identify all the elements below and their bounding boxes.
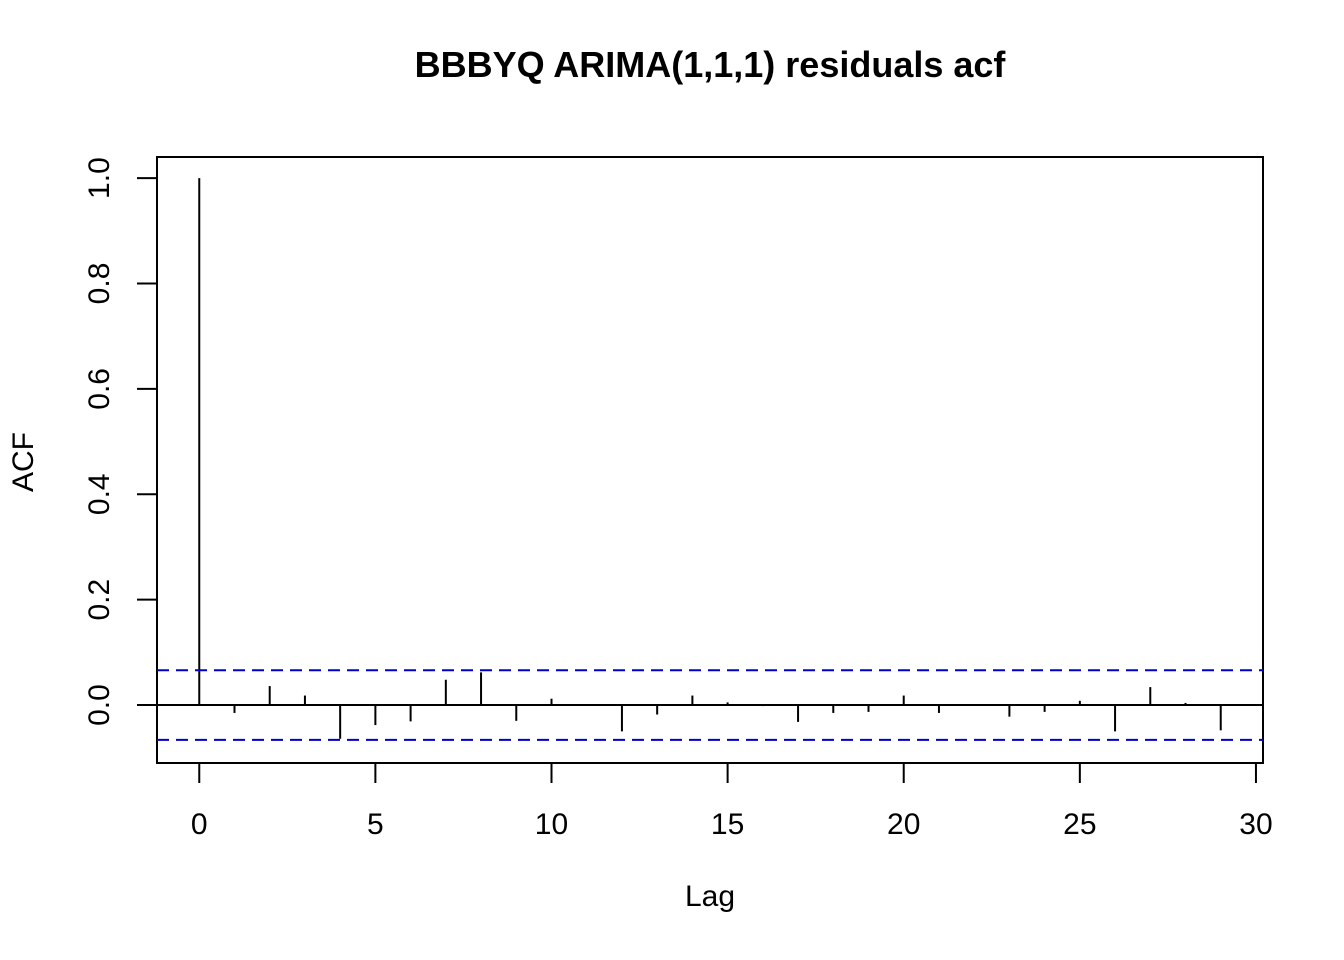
- reference-lines-group: [157, 669, 1263, 741]
- chart-title: BBBYQ ARIMA(1,1,1) residuals acf: [414, 44, 1006, 85]
- y-axis-label: ACF: [7, 432, 40, 492]
- x-tick-label-20: 20: [887, 808, 920, 841]
- y-tick-label-0.2: 0.2: [83, 579, 116, 621]
- axes-group: [156, 156, 1264, 764]
- y-tick-label-0.4: 0.4: [83, 473, 116, 515]
- x-tick-label-10: 10: [535, 808, 568, 841]
- x-tick-label-25: 25: [1063, 808, 1096, 841]
- plot-frame: [156, 156, 1264, 764]
- tick-group: 0 5 10 15 20 25 30 0.0 0.2 0.4 0.6 0.8 1.0: [83, 157, 1273, 841]
- x-tick-label-30: 30: [1239, 808, 1272, 841]
- x-tick-label-0: 0: [191, 808, 208, 841]
- x-tick-label-15: 15: [711, 808, 744, 841]
- y-tick-label-0: 0.0: [83, 684, 116, 726]
- x-axis-label: Lag: [684, 880, 736, 913]
- acf-bars-group: [198, 178, 1222, 739]
- y-tick-label-0.6: 0.6: [83, 368, 116, 410]
- y-tick-label-1: 1.0: [83, 157, 116, 199]
- x-tick-label-5: 5: [367, 808, 384, 841]
- y-tick-label-0.8: 0.8: [83, 263, 116, 305]
